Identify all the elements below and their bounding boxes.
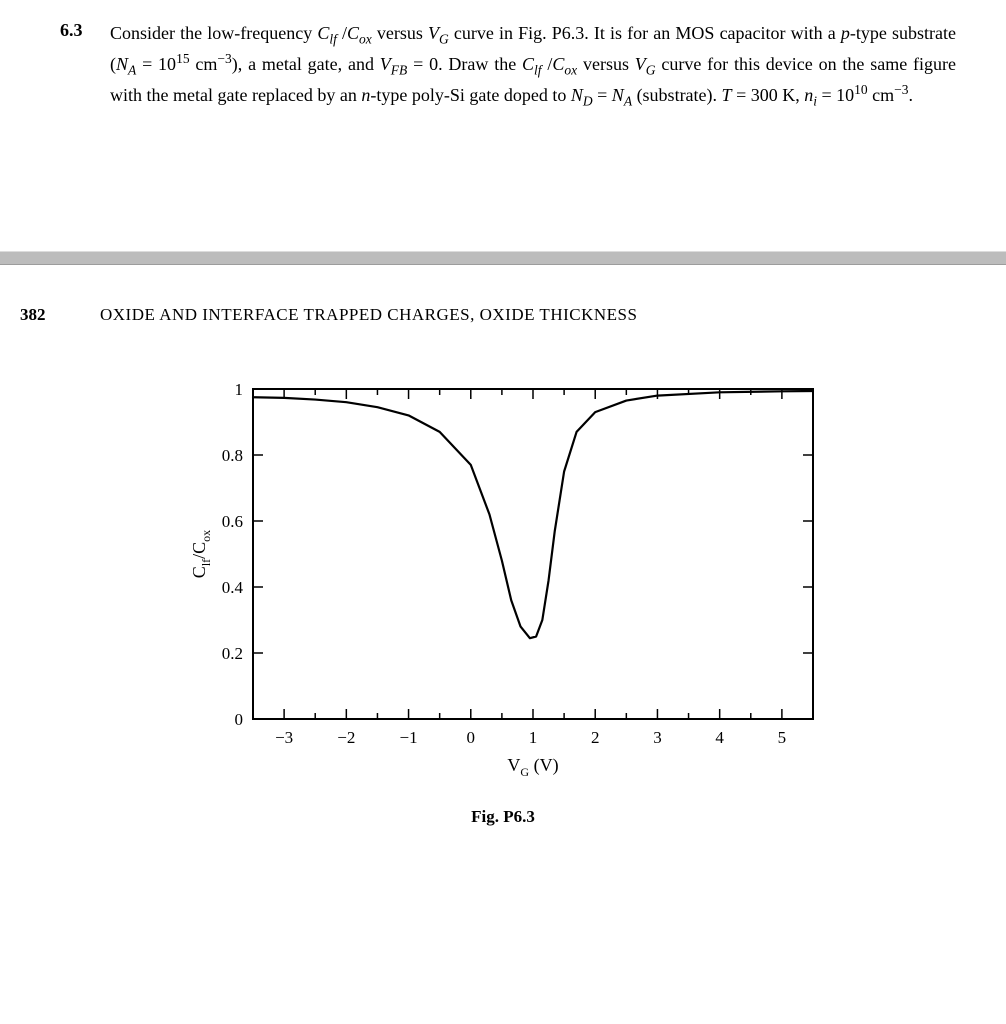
problem-block: 6.3 Consider the low-frequency Clf /Cox … — [0, 0, 1006, 171]
svg-text:0: 0 — [235, 710, 244, 729]
svg-text:−1: −1 — [400, 728, 418, 747]
page-divider — [0, 251, 1006, 265]
svg-text:0.8: 0.8 — [222, 446, 243, 465]
figure-caption: Fig. P6.3 — [471, 807, 535, 827]
svg-text:0.4: 0.4 — [222, 578, 244, 597]
page-number: 382 — [20, 305, 100, 325]
svg-text:0.6: 0.6 — [222, 512, 243, 531]
svg-text:−3: −3 — [275, 728, 293, 747]
svg-text:3: 3 — [653, 728, 662, 747]
problem-text: Consider the low-frequency Clf /Cox vers… — [110, 20, 956, 111]
cv-curve-chart: −3 −2 −1 0 1 2 3 4 5 0 0.2 0.4 0.6 0.8 1 Clf/Cox VG (V) — [173, 375, 833, 789]
figure-area: −3−2−101234500.20.40.60.81Clf/CoxVG (V) … — [0, 365, 1006, 847]
svg-text:4: 4 — [715, 728, 724, 747]
page-header-title: OXIDE AND INTERFACE TRAPPED CHARGES, OXI… — [100, 305, 637, 325]
problem-number: 6.3 — [60, 20, 110, 41]
svg-text:2: 2 — [591, 728, 600, 747]
svg-text:5: 5 — [778, 728, 787, 747]
svg-text:1: 1 — [235, 380, 244, 399]
svg-text:1: 1 — [529, 728, 538, 747]
svg-text:0: 0 — [467, 728, 476, 747]
svg-text:VG (V): VG (V) — [507, 755, 558, 779]
page-header: 382 OXIDE AND INTERFACE TRAPPED CHARGES,… — [0, 305, 1006, 365]
svg-text:0.2: 0.2 — [222, 644, 243, 663]
svg-text:−2: −2 — [337, 728, 355, 747]
svg-text:Clf/Cox: Clf/Cox — [189, 530, 213, 578]
